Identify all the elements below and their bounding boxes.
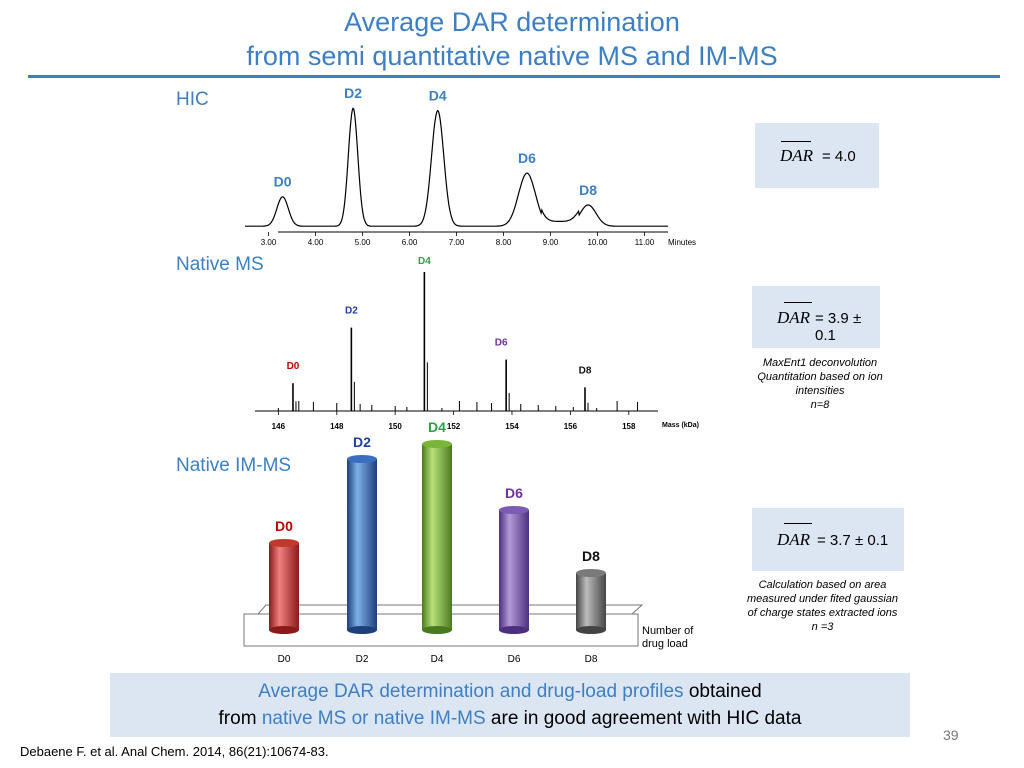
dar-box-imms: DAR = 3.7 ± 0.1: [752, 508, 904, 571]
hic-peak-label: D2: [344, 85, 362, 101]
imms-note-line: of charge states extracted ions: [747, 607, 898, 619]
dar-overline: [784, 523, 812, 524]
ms-note-line: intensities: [795, 385, 845, 397]
imms-bar-base: [422, 626, 452, 634]
ms-peak-label: D2: [345, 306, 358, 317]
summary-box: Average DAR determination and drug-load …: [110, 673, 910, 737]
ms-x-tick-label: 154: [505, 422, 519, 431]
hic-peak-label: D4: [429, 87, 447, 103]
imms-bar: [422, 444, 452, 630]
section-native-imms-label: Native IM-MS: [176, 455, 292, 476]
imms-x-tick-label: D8: [585, 654, 598, 665]
imms-bar-label: D8: [582, 548, 600, 564]
hic-trace: [245, 107, 668, 227]
title-line-2: from semi quantitative native MS and IM-…: [246, 41, 778, 71]
imms-bar-label: D4: [428, 419, 446, 435]
imms-axis-label: Number of drug load: [642, 625, 693, 651]
imms-method-note: Calculation based on area measured under…: [735, 578, 910, 634]
hic-x-tick-label: 3.00: [261, 238, 277, 247]
imms-bar-base: [347, 626, 377, 634]
ms-x-tick-label: 152: [447, 422, 461, 431]
axis-label-line: Number of: [642, 625, 694, 637]
dar-overline: [784, 302, 812, 303]
dar-value-hic: = 4.0: [822, 148, 856, 165]
imms-bar-label: D0: [275, 518, 293, 534]
ms-peak-label: D4: [418, 256, 431, 267]
dar-value-imms: = 3.7 ± 0.1: [817, 532, 889, 549]
hic-x-tick-label: 7.00: [449, 238, 465, 247]
imms-bar-top: [499, 506, 529, 514]
ms-x-unit: Mass (kDa): [662, 422, 699, 429]
section-native-ms-label: Native MS: [176, 254, 264, 275]
hic-x-tick-label: 10.00: [587, 238, 608, 247]
imms-bar-label: D2: [353, 434, 371, 450]
ms-method-note: MaxEnt1 deconvolution Quantitation based…: [745, 356, 895, 412]
reference-citation: Debaene F. et al. Anal Chem. 2014, 86(21…: [20, 744, 329, 759]
hic-peak-label: D0: [274, 174, 292, 190]
ms-note-line: MaxEnt1 deconvolution: [762, 357, 878, 369]
hic-x-unit: Minutes: [668, 238, 696, 247]
dar-box-hic: DAR = 4.0: [755, 123, 879, 188]
imms-x-tick-label: D4: [431, 654, 444, 665]
section-hic-label: HIC: [176, 89, 209, 110]
imms-bar: [347, 459, 377, 630]
imms-bar-base: [576, 626, 606, 634]
imms-bar: [269, 543, 299, 630]
ms-x-tick-label: 150: [388, 422, 402, 431]
imms-bar-top: [269, 539, 299, 547]
imms-note-line: n =3: [811, 621, 834, 633]
title-line-1: Average DAR determination: [344, 7, 680, 37]
dar-box-ms: DAR = 3.9 ± 0.1: [752, 286, 880, 348]
hic-x-tick-label: 8.00: [496, 238, 512, 247]
page-number: 39: [943, 727, 959, 743]
ms-x-tick-label: 158: [622, 422, 636, 431]
ms-peak-label: D0: [287, 361, 300, 372]
hic-x-tick-label: 6.00: [402, 238, 418, 247]
ms-note-line: n=8: [810, 399, 830, 411]
ms-peak-label: D8: [579, 365, 592, 376]
ms-x-tick-label: 156: [564, 422, 578, 431]
ms-x-tick-label: 148: [330, 422, 344, 431]
ms-note-line: Quantitation based on ion: [757, 371, 883, 383]
imms-note-line: Calculation based on area: [758, 579, 887, 591]
imms-x-tick-label: D0: [278, 654, 291, 665]
imms-bar: [499, 510, 529, 630]
ms-peak-label: D6: [495, 338, 508, 349]
axis-label-line: drug load: [642, 638, 688, 650]
imms-bar-label: D6: [505, 485, 523, 501]
imms-bar-base: [269, 626, 299, 634]
hic-x-tick-label: 4.00: [308, 238, 324, 247]
imms-x-tick-label: D6: [508, 654, 521, 665]
dar-symbol: DAR: [777, 530, 811, 549]
imms-bar-top: [576, 569, 606, 577]
dar-value-ms: = 3.9 ± 0.1: [815, 310, 862, 344]
dar-symbol: DAR: [780, 146, 814, 165]
hic-x-tick-label: 5.00: [355, 238, 371, 247]
hic-x-tick-label: 11.00: [635, 238, 655, 247]
title-divider: [28, 75, 1000, 78]
ms-x-tick-label: 146: [272, 422, 286, 431]
hic-peak-label: D8: [579, 182, 597, 198]
dar-overline: [781, 141, 811, 142]
imms-bar-top: [347, 455, 377, 463]
imms-note-line: measured under fited gaussian: [746, 593, 899, 605]
hic-peak-label: D6: [518, 150, 536, 166]
hic-x-tick-label: 9.00: [543, 238, 559, 247]
summary-line-1: Average DAR determination and drug-load …: [258, 681, 762, 702]
imms-bar: [576, 573, 606, 630]
imms-bar-base: [499, 626, 529, 634]
imms-bar-top: [422, 440, 452, 448]
imms-x-tick-label: D2: [356, 654, 369, 665]
summary-line-2: from native MS or native IM-MS are in go…: [218, 708, 802, 729]
dar-symbol: DAR: [777, 308, 811, 327]
